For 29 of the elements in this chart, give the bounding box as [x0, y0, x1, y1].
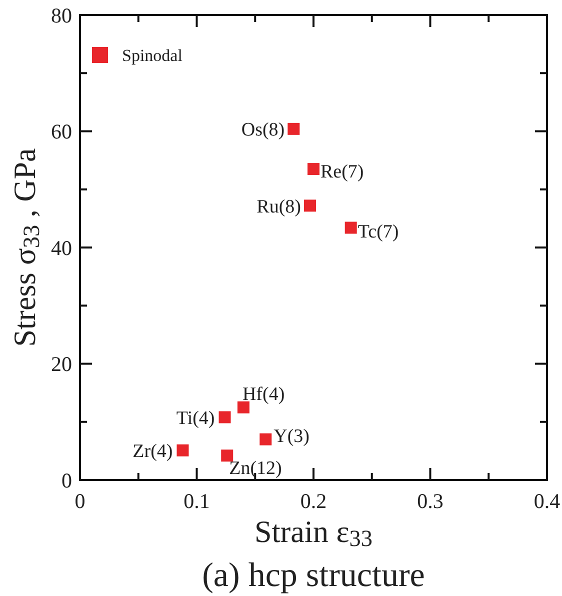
point: [260, 433, 272, 446]
point: [304, 200, 316, 212]
y-tick-label: 80: [51, 3, 72, 28]
text: (a) hcp structure: [202, 557, 425, 594]
x-tick-label: 0.1: [184, 489, 210, 513]
x-tick-label: 0.4: [534, 489, 561, 513]
annotation: Zn(12): [229, 458, 282, 480]
point: [218, 411, 231, 424]
x-axis-title: Strain ε$_{33}$: [254, 514, 373, 552]
y-tick-label: 0: [62, 468, 72, 492]
annotation: Zr(4): [132, 441, 173, 462]
legend-label: Spinodal: [122, 46, 183, 65]
annotation: Ru(8): [256, 196, 301, 218]
annotation: Hf(4): [242, 384, 285, 405]
annotation: Tc(7): [358, 221, 399, 242]
x-tick-label: 0.2: [300, 489, 327, 513]
y-tick-label: 60: [51, 120, 72, 144]
y-tick-label: 20: [51, 352, 72, 376]
point: [344, 222, 357, 234]
y-tick-label: 40: [51, 236, 72, 260]
annotation: Y(3): [274, 426, 310, 447]
point: [221, 450, 234, 462]
point: [288, 122, 300, 135]
x-tick-label: 0.3: [417, 489, 444, 513]
point: [308, 163, 320, 176]
annotation: Os(8): [241, 120, 285, 141]
annotation: Re(7): [320, 162, 364, 183]
annotation: Ti(4): [176, 408, 215, 429]
point: [176, 444, 189, 456]
